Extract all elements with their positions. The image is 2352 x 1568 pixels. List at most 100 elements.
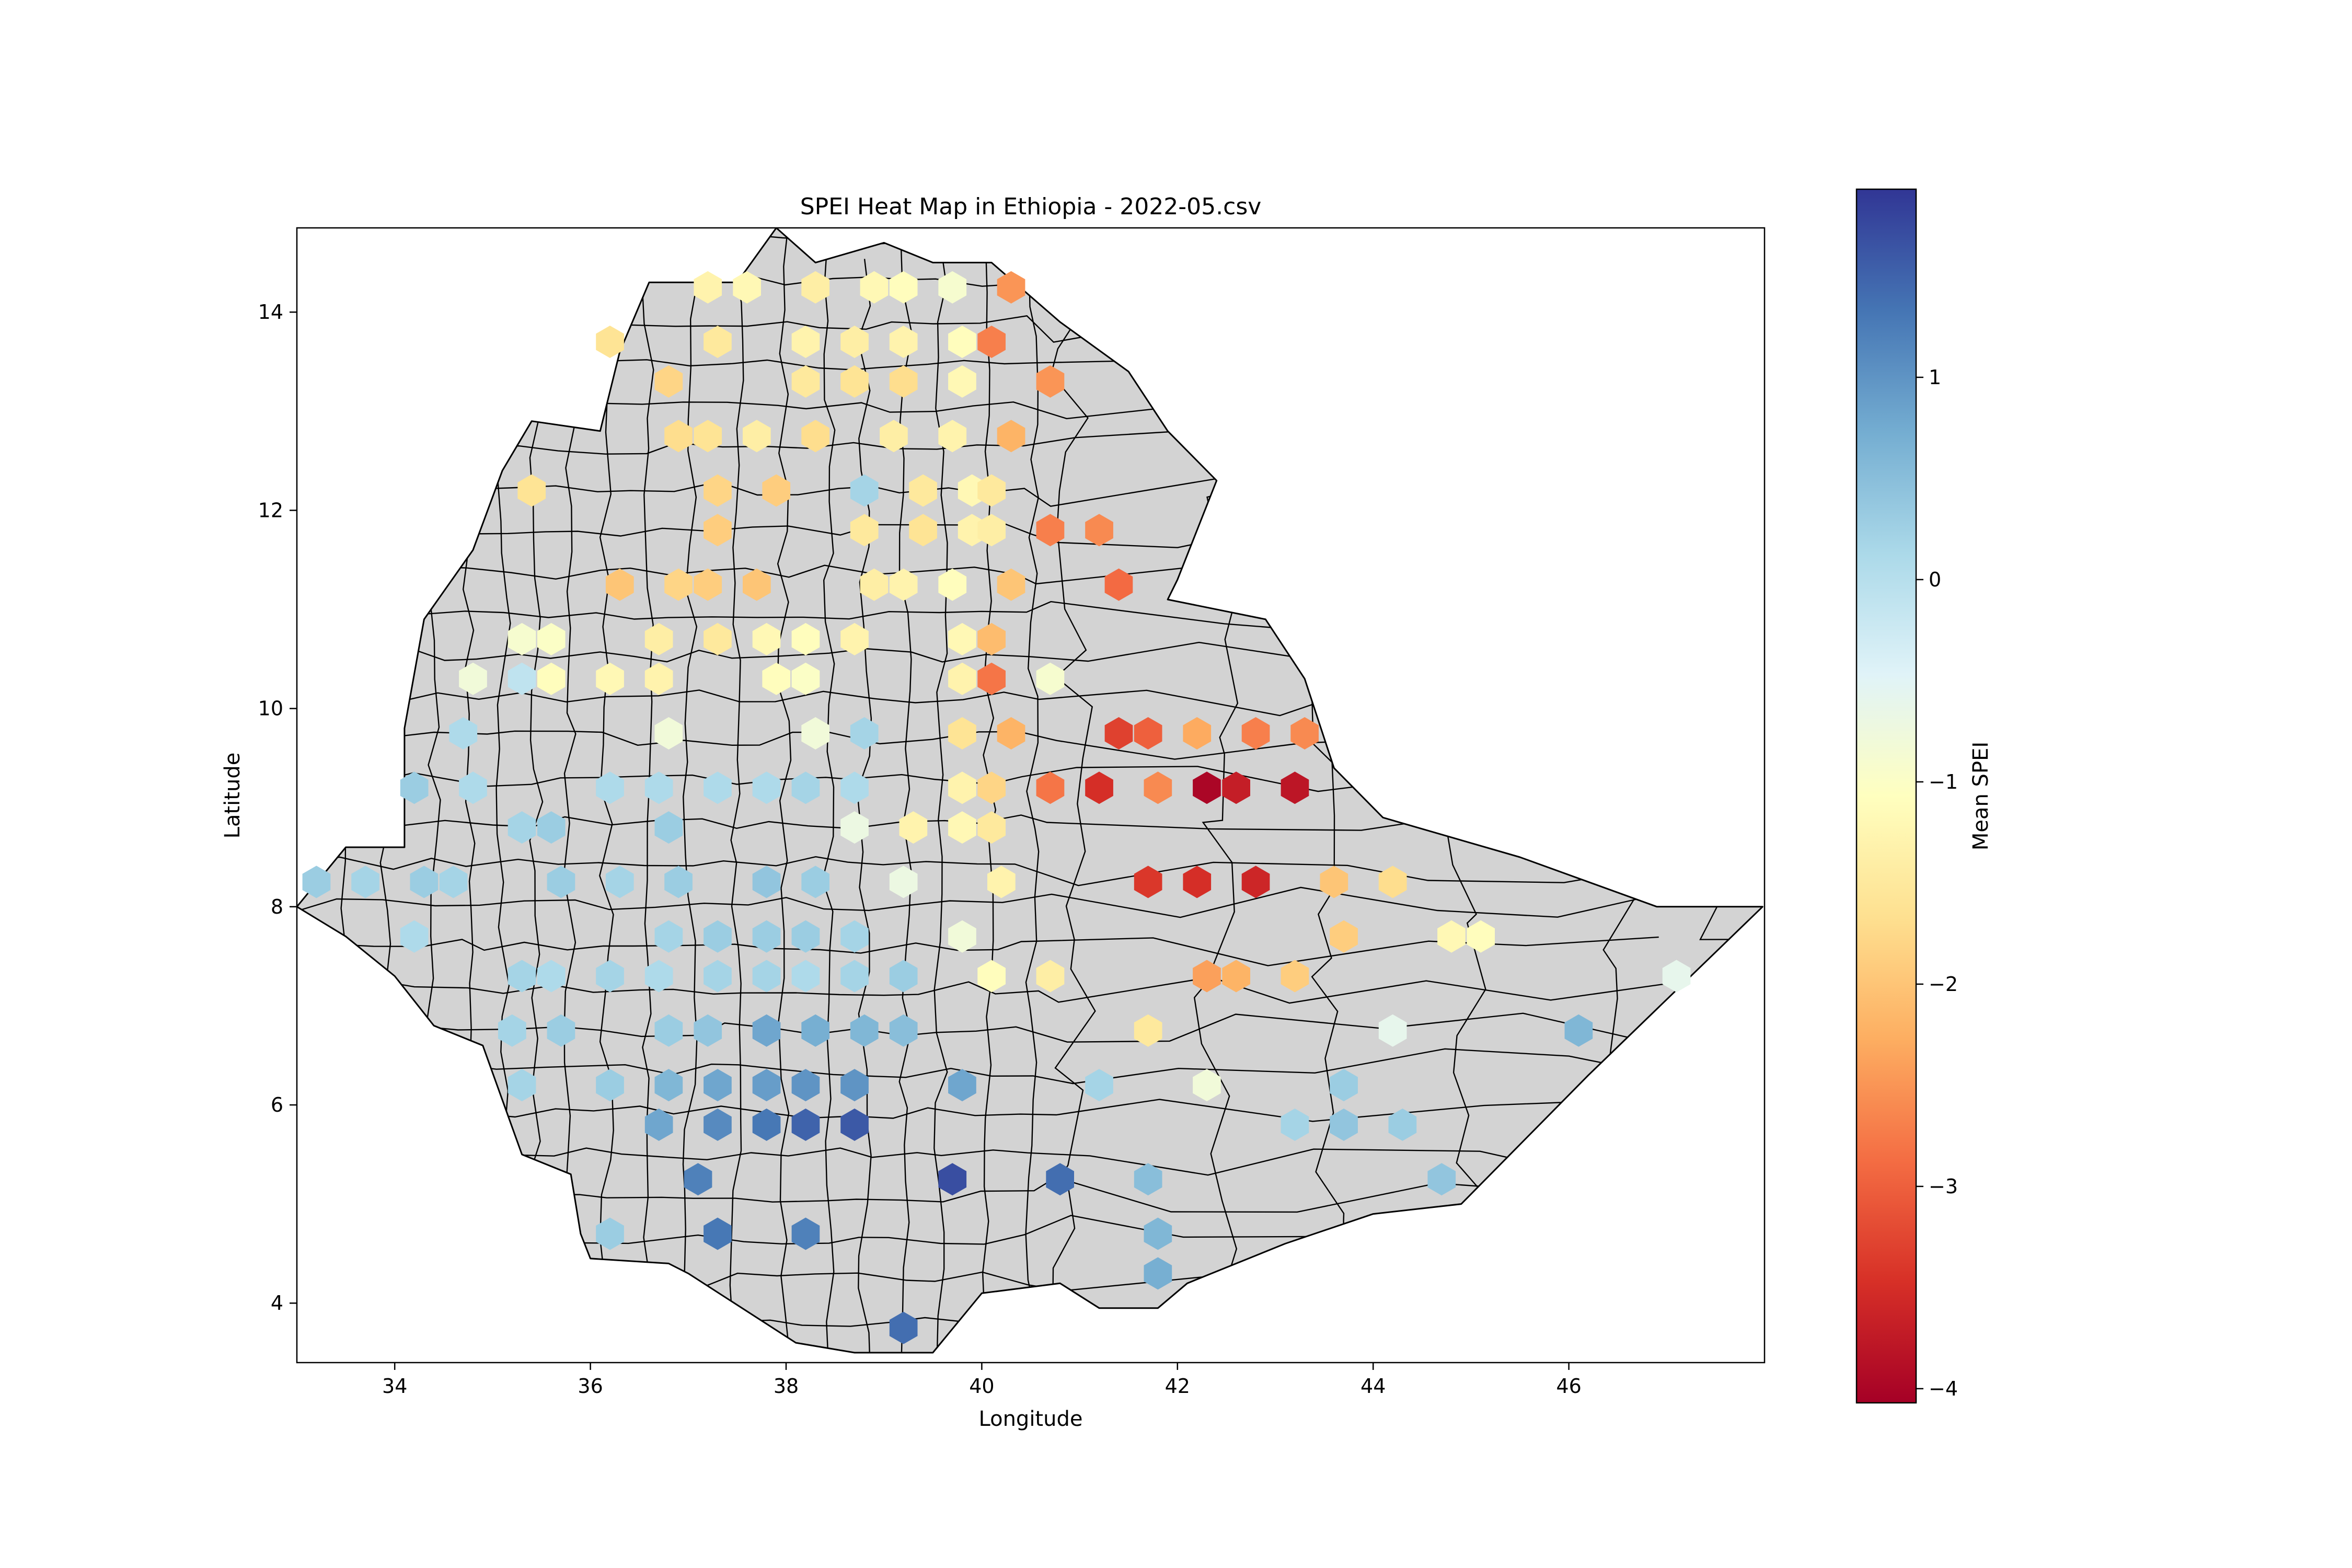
hexbin-cell	[791, 771, 820, 804]
hexbin-cell	[948, 662, 976, 695]
hexbin-cell	[596, 1069, 624, 1102]
hexbin-cell	[1281, 1108, 1309, 1141]
hexbin-cell	[704, 474, 732, 507]
hexbin-cell	[987, 866, 1016, 898]
hexbin-cell	[948, 811, 976, 844]
hexbin-cell	[1036, 365, 1065, 398]
hexbin-cell	[791, 1108, 820, 1141]
colorbar-label: Mean SPEI	[1969, 742, 1993, 850]
district-boundary-line	[729, 228, 744, 1353]
hexbin-cell	[791, 365, 820, 398]
district-boundary-line	[297, 811, 1755, 831]
hexbin-cell	[654, 1069, 683, 1102]
hexbin-cell	[948, 717, 976, 750]
hexbin-cell	[1036, 514, 1065, 547]
district-boundary-line	[1025, 228, 1040, 1353]
hexbin-cell	[449, 717, 478, 750]
plot-frame	[296, 227, 1766, 1364]
x-tick-label: 34	[382, 1375, 407, 1398]
hexbin-cell	[1046, 1163, 1074, 1196]
hexbin-cell	[704, 514, 732, 547]
hexbin-cell	[889, 1311, 918, 1344]
hexbin-cell	[1241, 717, 1270, 750]
hexbin-cell	[596, 1217, 624, 1250]
hexbin-cell	[840, 920, 869, 953]
hexbin-cell	[997, 420, 1025, 453]
hexbin-cell	[889, 960, 918, 993]
y-tick-label: 6	[271, 1093, 283, 1116]
hexbin-cell	[948, 365, 976, 398]
hexbin-cell	[1320, 866, 1348, 898]
hexbin-cell	[801, 1014, 829, 1047]
hexbin-cell	[1144, 771, 1172, 804]
hexbin-cell	[880, 420, 908, 453]
hexbin-cell	[791, 920, 820, 953]
hexbin-cell	[694, 1014, 722, 1047]
district-boundary-line	[599, 234, 614, 1353]
hexbin-cell	[508, 960, 536, 993]
x-tick-label: 44	[1361, 1375, 1386, 1398]
district-boundary-line	[299, 637, 1690, 665]
hexbin-cell	[840, 326, 869, 358]
hexbin-cell	[1564, 1014, 1593, 1047]
hexbin-cell	[752, 920, 781, 953]
hexbin-cell	[743, 420, 771, 453]
district-boundary-line	[301, 594, 1716, 637]
hexbin-cell	[752, 1108, 781, 1141]
hexbin-cell	[840, 771, 869, 804]
hexbin-cell	[977, 514, 1006, 547]
district-boundary-line	[641, 232, 656, 1353]
hexbin-cell	[1134, 1163, 1162, 1196]
colorbar-tick-label: −3	[1929, 1175, 1958, 1198]
hexbin-cell	[752, 1014, 781, 1047]
district-boundary-line	[297, 886, 1685, 918]
hexbin-cell	[644, 771, 673, 804]
hexbin-cell	[840, 622, 869, 655]
hexbin-cell	[596, 771, 624, 804]
hexbin-cell	[654, 1014, 683, 1047]
colorbar-tick-label: −1	[1929, 770, 1958, 793]
hexbin-cell	[302, 866, 331, 898]
hexbin-cell	[1144, 1257, 1172, 1290]
hexbin-cell	[704, 1217, 732, 1250]
hexbin-cell	[938, 1163, 967, 1196]
district-boundary-line	[982, 245, 997, 1353]
hexbin-cell	[644, 662, 673, 695]
hexbin-cell	[948, 1069, 976, 1102]
hexbin-cell	[517, 474, 546, 507]
hexbin-cell	[410, 866, 439, 898]
colorbar-scale	[1855, 188, 1917, 1404]
hexbin-cell	[801, 717, 829, 750]
hexbin-cell	[850, 1014, 879, 1047]
hexbin-cell	[596, 960, 624, 993]
hexbin-cell	[791, 1217, 820, 1250]
hexbin-cell	[694, 568, 722, 601]
x-axis-label: Longitude	[979, 1407, 1083, 1431]
hexbin-cell	[459, 771, 487, 804]
y-tick-label: 8	[271, 895, 283, 918]
hexbin-cell	[654, 717, 683, 750]
hexbin-cell	[1330, 1069, 1358, 1102]
hexbin-cell	[351, 866, 379, 898]
hexbin-cell	[1193, 1069, 1221, 1102]
spei-hexbins	[302, 271, 1691, 1344]
hexbin-cell	[1085, 771, 1113, 804]
hexbin-cell	[704, 960, 732, 993]
hexbin-cell	[547, 1014, 575, 1047]
hexbin-cell	[1378, 866, 1407, 898]
y-axis-label: Latitude	[221, 753, 245, 839]
y-tick-label: 14	[258, 301, 283, 324]
hexbin-cell	[644, 960, 673, 993]
colorbar-tick-label: 0	[1929, 568, 1941, 591]
hexbin-cell	[1104, 717, 1133, 750]
x-tick-label: 42	[1165, 1375, 1190, 1398]
hexbin-cell	[977, 622, 1006, 655]
hexbin-cell	[1437, 920, 1466, 953]
hexbin-cell	[1036, 960, 1065, 993]
hexbin-cell	[762, 662, 791, 695]
hexbin-cell	[889, 568, 918, 601]
y-tick-label: 10	[258, 697, 283, 720]
hexbin-cell	[596, 662, 624, 695]
hexbin-cell	[694, 271, 722, 304]
